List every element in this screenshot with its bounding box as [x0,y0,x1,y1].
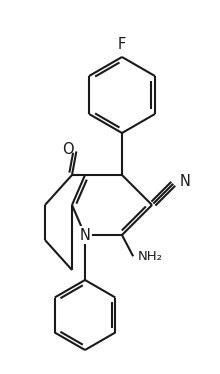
Text: O: O [62,142,74,157]
Text: N: N [80,227,90,242]
Text: NH₂: NH₂ [138,250,163,263]
Text: N: N [179,174,190,189]
Text: F: F [118,37,126,52]
